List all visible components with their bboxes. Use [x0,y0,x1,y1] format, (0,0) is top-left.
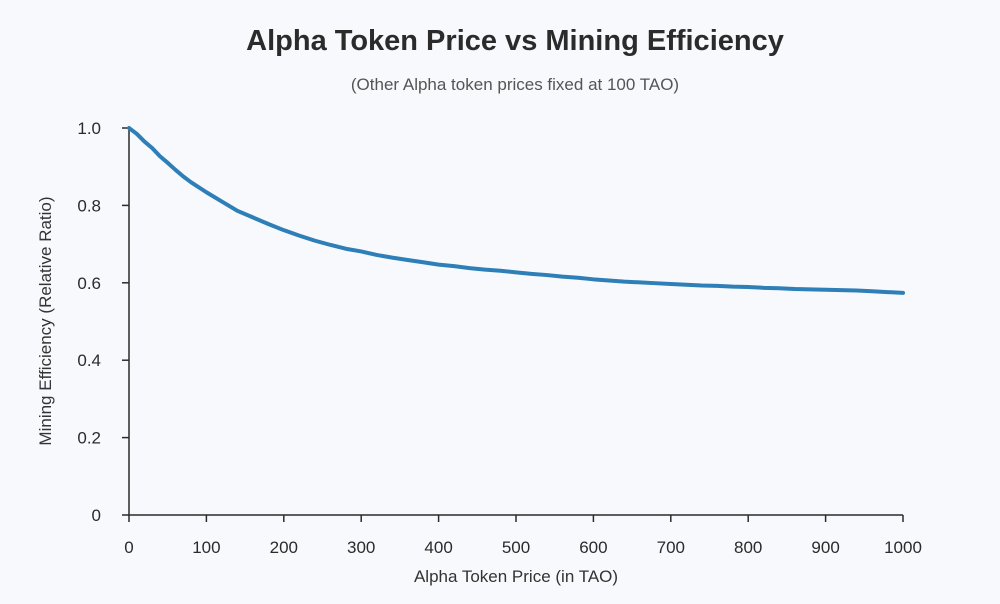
x-tick-label: 1000 [884,538,922,557]
y-tick-label: 0.2 [77,429,101,448]
y-tick-label: 0.6 [77,274,101,293]
x-tick-label: 0 [124,538,133,557]
x-tick-label: 800 [734,538,762,557]
y-axis-label: Mining Efficiency (Relative Ratio) [36,196,55,445]
y-tick-label: 0.8 [77,196,101,215]
x-tick-label: 700 [657,538,685,557]
x-tick-label: 300 [347,538,375,557]
x-tick-label: 500 [502,538,530,557]
x-tick-label: 100 [192,538,220,557]
y-axis-ticks: 0 0.2 0.4 0.6 0.8 1.0 [77,119,129,525]
x-tick-label: 600 [579,538,607,557]
x-tick-label: 200 [270,538,298,557]
y-tick-label: 0 [92,506,101,525]
x-tick-label: 900 [811,538,839,557]
series-line [127,126,905,295]
series-group [127,126,905,295]
x-axis-ticks: 0 100 200 300 400 500 600 700 800 900 1000 [124,515,922,557]
chart-title: Alpha Token Price vs Mining Efficiency [246,25,784,57]
y-tick-label: 1.0 [77,119,101,138]
x-axis-label: Alpha Token Price (in TAO) [414,567,618,586]
x-tick-label: 400 [424,538,452,557]
chart-subtitle: (Other Alpha token prices fixed at 100 T… [351,75,679,94]
y-tick-label: 0.4 [77,351,101,370]
